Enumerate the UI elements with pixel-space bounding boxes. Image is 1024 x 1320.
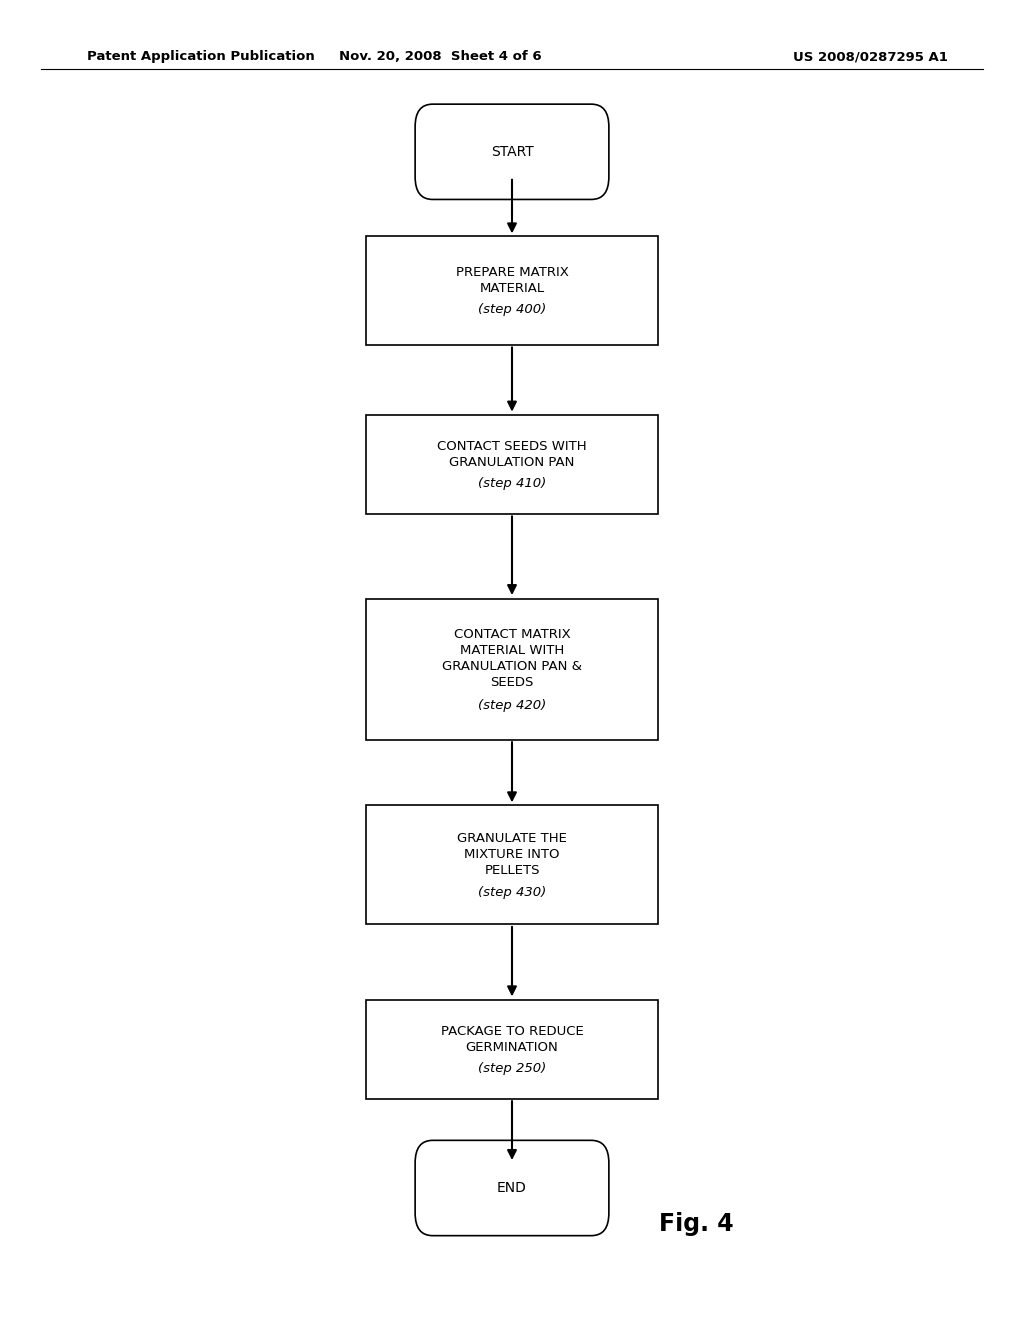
Text: US 2008/0287295 A1: US 2008/0287295 A1 xyxy=(793,50,948,63)
FancyBboxPatch shape xyxy=(367,414,658,513)
FancyBboxPatch shape xyxy=(367,236,658,345)
Text: GRANULATE THE
MIXTURE INTO
PELLETS: GRANULATE THE MIXTURE INTO PELLETS xyxy=(457,832,567,876)
Text: Patent Application Publication: Patent Application Publication xyxy=(87,50,314,63)
FancyBboxPatch shape xyxy=(367,1001,658,1098)
Text: (step 420): (step 420) xyxy=(478,698,546,711)
Text: END: END xyxy=(497,1181,527,1195)
Text: PACKAGE TO REDUCE
GERMINATION: PACKAGE TO REDUCE GERMINATION xyxy=(440,1024,584,1053)
Text: (step 400): (step 400) xyxy=(478,302,546,315)
Text: (step 430): (step 430) xyxy=(478,886,546,899)
Text: Fig. 4: Fig. 4 xyxy=(659,1212,733,1236)
Text: START: START xyxy=(490,145,534,158)
Text: (step 250): (step 250) xyxy=(478,1061,546,1074)
FancyBboxPatch shape xyxy=(367,805,658,924)
FancyBboxPatch shape xyxy=(415,1140,609,1236)
Text: CONTACT MATRIX
MATERIAL WITH
GRANULATION PAN &
SEEDS: CONTACT MATRIX MATERIAL WITH GRANULATION… xyxy=(442,628,582,689)
FancyBboxPatch shape xyxy=(367,599,658,739)
FancyBboxPatch shape xyxy=(415,104,609,199)
Text: Nov. 20, 2008  Sheet 4 of 6: Nov. 20, 2008 Sheet 4 of 6 xyxy=(339,50,542,63)
Text: PREPARE MATRIX
MATERIAL: PREPARE MATRIX MATERIAL xyxy=(456,265,568,294)
Text: (step 410): (step 410) xyxy=(478,477,546,490)
Text: CONTACT SEEDS WITH
GRANULATION PAN: CONTACT SEEDS WITH GRANULATION PAN xyxy=(437,440,587,469)
